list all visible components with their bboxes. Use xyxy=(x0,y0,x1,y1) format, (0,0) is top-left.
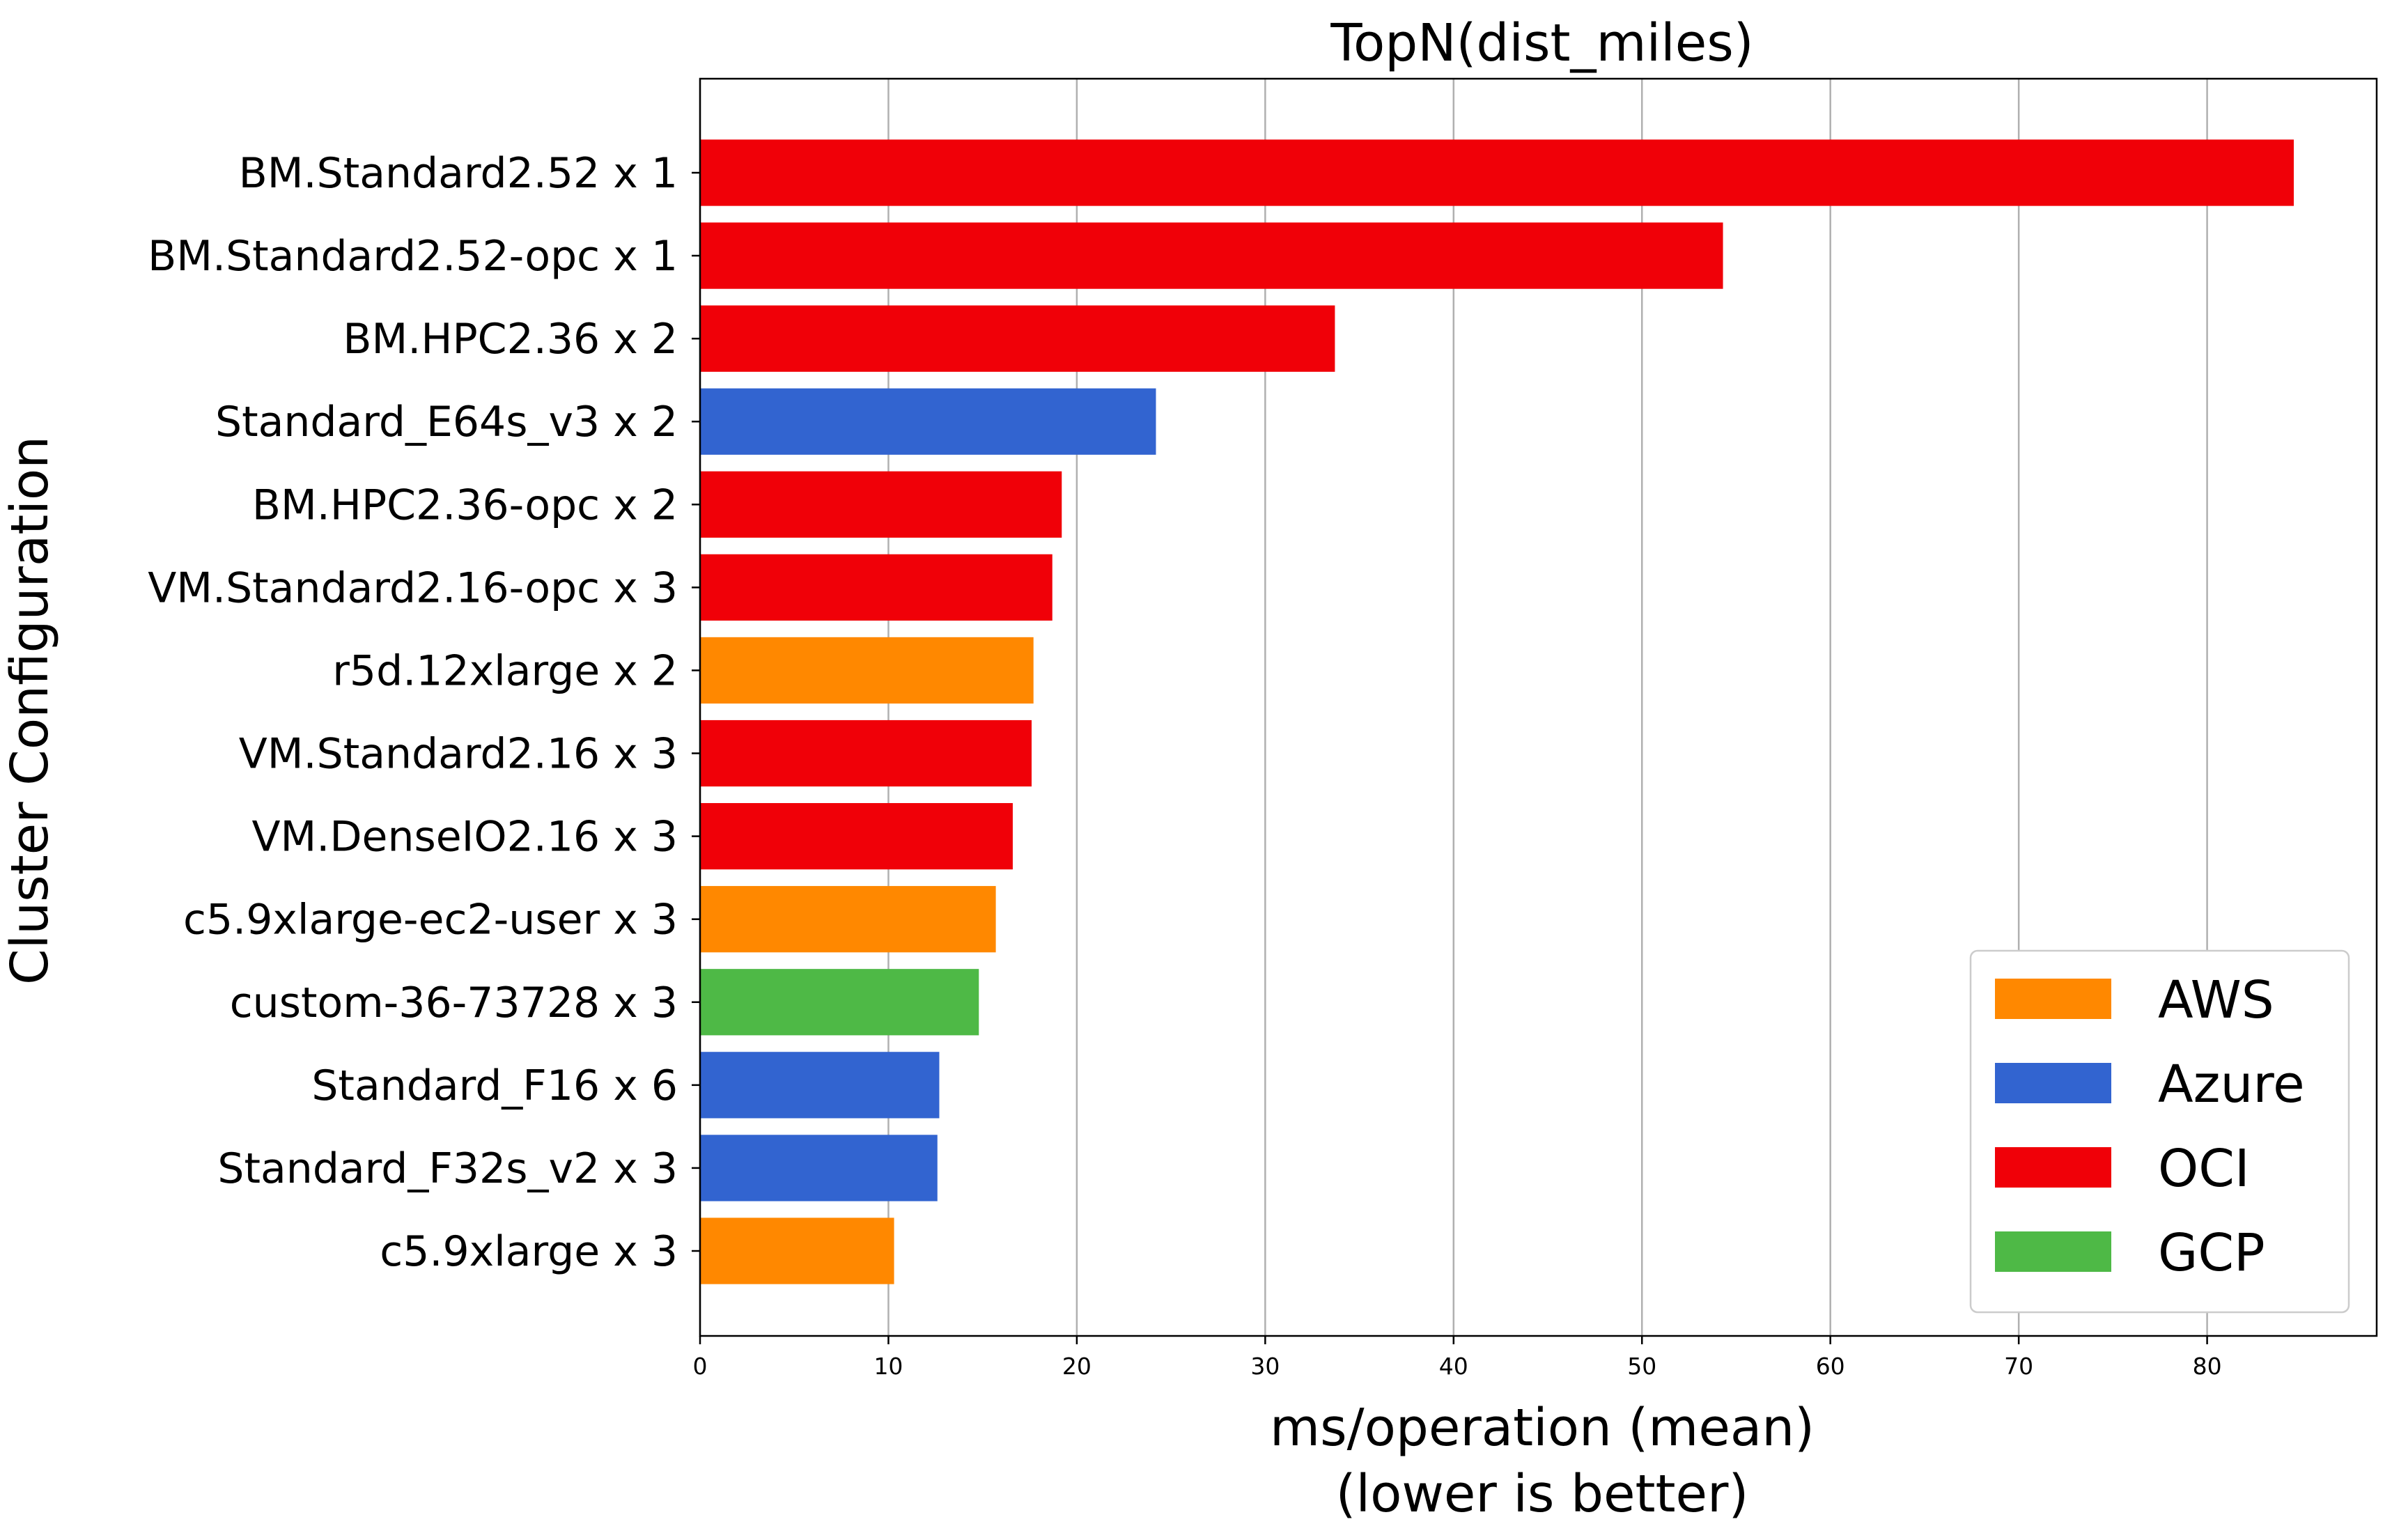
y-tick-label: VM.DenseIO2.16 x 3 xyxy=(251,813,678,862)
x-tick-label: 0 xyxy=(693,1353,708,1380)
plot-frame xyxy=(699,77,2378,1337)
legend: AWS Azure OCI GCP xyxy=(1969,949,2350,1314)
bar xyxy=(700,802,1013,870)
y-tick-label: Standard_F32s_v2 x 3 xyxy=(217,1144,678,1193)
x-tick-label: 50 xyxy=(1627,1353,1656,1380)
x-tick-label: 20 xyxy=(1062,1353,1092,1380)
y-tick-label: BM.HPC2.36 x 2 xyxy=(343,315,678,364)
y-tick-label: BM.Standard2.52-opc x 1 xyxy=(148,232,678,281)
bar xyxy=(700,305,1335,372)
bar xyxy=(700,139,2294,206)
legend-box xyxy=(1969,949,2350,1314)
legend-swatch xyxy=(1995,1147,2111,1188)
legend-label: OCI xyxy=(2158,1139,2250,1199)
x-axis-label-note: (lower is better) xyxy=(1336,1464,1749,1524)
legend-swatch xyxy=(1995,979,2111,1019)
y-tick-label: c5.9xlarge x 3 xyxy=(380,1227,678,1276)
x-tick-label: 30 xyxy=(1250,1353,1280,1380)
y-tick-label: r5d.12xlarge x 2 xyxy=(332,646,678,695)
y-tick-label: BM.HPC2.36-opc x 2 xyxy=(252,481,678,529)
y-axis-ticks: BM.Standard2.52 x 1 BM.Standard2.52-opc x… xyxy=(148,149,700,1276)
bar xyxy=(700,471,1062,538)
x-axis-ticks: 0 10 20 30 40 50 60 70 80 xyxy=(693,1336,2222,1380)
legend-label: Azure xyxy=(2158,1055,2305,1114)
bar xyxy=(700,969,979,1036)
y-tick-label: VM.Standard2.16-opc x 3 xyxy=(148,563,678,612)
y-tick-label: BM.Standard2.52 x 1 xyxy=(239,149,678,198)
legend-label: GCP xyxy=(2158,1223,2265,1283)
x-tick-label: 10 xyxy=(873,1353,903,1380)
y-tick-label: Standard_E64s_v3 x 2 xyxy=(215,398,678,446)
legend-label: AWS xyxy=(2158,970,2274,1030)
x-axis-label: ms/operation (mean) xyxy=(1270,1398,1815,1458)
x-tick-label: 80 xyxy=(2193,1353,2222,1380)
legend-swatch xyxy=(1995,1231,2111,1272)
bar xyxy=(700,1135,938,1201)
y-tick-label: Standard_F16 x 6 xyxy=(311,1061,678,1110)
bar xyxy=(700,388,1156,455)
bar xyxy=(700,637,1034,704)
chart-title: TopN(dist_miles) xyxy=(1330,13,1753,73)
bar xyxy=(700,1052,940,1119)
legend-swatch xyxy=(1995,1063,2111,1103)
bar xyxy=(700,1218,894,1284)
y-tick-label: custom-36-73728 x 3 xyxy=(230,979,678,1027)
bars xyxy=(700,139,2294,1284)
x-tick-label: 60 xyxy=(1816,1353,1845,1380)
x-tick-label: 40 xyxy=(1439,1353,1468,1380)
bar xyxy=(700,720,1032,787)
bar xyxy=(700,222,1723,289)
bar xyxy=(700,886,996,953)
bar xyxy=(700,554,1053,621)
y-axis-label: Cluster Configuration xyxy=(0,436,60,985)
y-tick-label: c5.9xlarge-ec2-user x 3 xyxy=(183,896,678,944)
y-tick-label: VM.Standard2.16 x 3 xyxy=(239,730,678,779)
x-tick-label: 70 xyxy=(2004,1353,2033,1380)
